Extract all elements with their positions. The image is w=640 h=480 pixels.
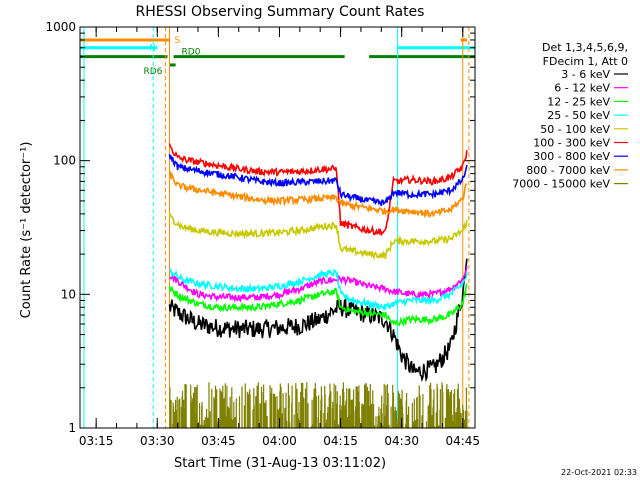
- y-axis-ticks: 1 10 100 1000: [45, 20, 475, 435]
- y-tick-label-100: 100: [53, 154, 76, 168]
- y-axis-label: Count Rate (s⁻¹ detector⁻¹): [19, 142, 34, 319]
- series-line-25-50-kev: [169, 267, 468, 312]
- series-line-3-6-kev: [168, 258, 468, 383]
- series-line-800-7000-kev: [168, 170, 467, 219]
- flag-label-rd0: RD0: [182, 48, 201, 58]
- x-axis-label: Start Time (31-Aug-13 03:11:02): [174, 456, 386, 471]
- footer-timestamp: 22-Oct-2021 02:33: [561, 468, 637, 477]
- legend-entry-3-6-kev: 3 - 6 keV: [561, 68, 610, 81]
- series-line-300-800-kev: [168, 153, 468, 207]
- series-line-50-100-kev: [168, 212, 468, 261]
- series-line-12-25-kev: [168, 283, 468, 327]
- y-tick-label-1: 1: [68, 421, 76, 435]
- series-line-100-300-kev: [168, 143, 468, 236]
- series-7000-15000-spikes: [169, 382, 468, 428]
- vertical-markers: [83, 27, 470, 428]
- legend-entry-25-50-kev: 25 - 50 keV: [547, 109, 610, 122]
- legend-entry-100-300-kev: 100 - 300 keV: [533, 137, 610, 150]
- flag-label-s: S: [174, 36, 180, 46]
- series-lines: [168, 143, 468, 383]
- flag-label-n: N: [149, 44, 156, 54]
- legend-entry-800-7000-kev: 800 - 7000 keV: [526, 164, 610, 177]
- y-tick-label-10: 10: [61, 287, 76, 301]
- series-line-7000-15000-kev: [169, 382, 468, 428]
- legend-entry-6-12-kev: 6 - 12 keV: [554, 82, 610, 95]
- legend-entry-12-25-kev: 12 - 25 keV: [547, 95, 610, 108]
- legend-entry-50-100-kev: 50 - 100 keV: [540, 123, 610, 136]
- plot-frame: [79, 26, 476, 429]
- x-tick-label-0430: 04:30: [384, 434, 419, 448]
- x-tick-label-0345: 03:45: [201, 434, 236, 448]
- x-axis-ticks: 03:15 03:30 03:45 04:00 04:15 04:30 04:45: [79, 27, 480, 448]
- x-tick-label-0400: 04:00: [262, 434, 297, 448]
- x-tick-label-0330: 03:30: [140, 434, 175, 448]
- flag-bars: SNRD0RD6: [80, 36, 475, 77]
- y-tick-label-1000: 1000: [45, 20, 76, 34]
- legend-header-line-1: FDecim 1, Att 0: [543, 55, 628, 68]
- legend-entry-7000-15000-kev: 7000 - 15000 keV: [512, 178, 610, 191]
- x-tick-label-0415: 04:15: [323, 434, 358, 448]
- series-line-6-12-kev: [169, 266, 468, 303]
- x-tick-label-0445: 04:45: [445, 434, 480, 448]
- legend-header-line-0: Det 1,3,4,5,6,9,: [542, 41, 628, 54]
- x-tick-label-0315: 03:15: [79, 434, 114, 448]
- legend-entry-300-800-kev: 300 - 800 keV: [533, 150, 610, 163]
- legend: Det 1,3,4,5,6,9,FDecim 1, Att 03 - 6 keV…: [512, 41, 628, 191]
- chart-title: RHESSI Observing Summary Count Rates: [136, 4, 425, 20]
